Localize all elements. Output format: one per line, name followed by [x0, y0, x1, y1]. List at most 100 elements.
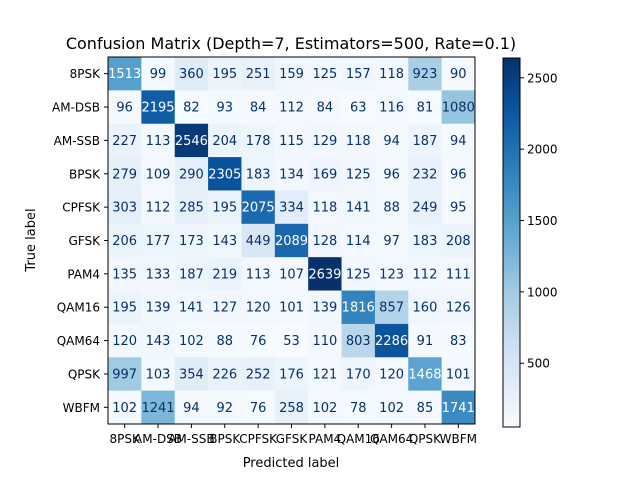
cell-value-label: 110 [312, 334, 337, 349]
heatmap-cell [441, 257, 476, 291]
heatmap-cell [441, 57, 476, 91]
cell-value-label: 63 [350, 101, 367, 116]
cell-value-label: 121 [312, 367, 337, 382]
heatmap-cell [374, 257, 409, 291]
cell-value-label: 170 [346, 367, 371, 382]
cell-value-label: 94 [183, 401, 200, 416]
heatmap-cell [341, 190, 376, 225]
heatmap-cell [241, 90, 276, 125]
cell-value-label: 157 [346, 67, 371, 82]
cell-value-label: 173 [179, 234, 204, 249]
heatmap-cell [274, 257, 309, 291]
cell-value-label: 88 [216, 334, 233, 349]
heatmap-cell [308, 223, 342, 258]
cell-value-label: 93 [216, 101, 233, 116]
heatmap-cell [441, 323, 476, 358]
cell-value-label: 84 [317, 101, 334, 116]
heatmap-cell [141, 357, 176, 391]
cell-value-label: 128 [312, 234, 337, 249]
cell-value-label: 187 [179, 267, 204, 282]
colorbar-tick-label: 2500 [527, 71, 558, 85]
cell-value-label: 334 [279, 201, 304, 216]
cell-value-label: 251 [246, 67, 271, 82]
cell-value-label: 125 [312, 67, 337, 82]
cell-value-label: 249 [413, 201, 438, 216]
heatmap-cell [441, 290, 476, 325]
x-tick-label: PAM4 [309, 432, 342, 446]
heatmap-cell [274, 323, 309, 358]
heatmap-cell [341, 357, 376, 391]
heatmap-cell [441, 90, 476, 125]
heatmap-cell [108, 90, 142, 125]
cell-value-label: 195 [212, 67, 237, 82]
heatmap-cell [174, 390, 209, 425]
cell-value-label: 113 [246, 267, 271, 282]
heatmap-cell [408, 323, 442, 358]
heatmap-cell [141, 257, 176, 291]
x-tick-label: QAM16 [337, 432, 380, 446]
heatmap-cell [374, 290, 409, 325]
cell-value-label: 99 [150, 67, 167, 82]
cell-value-label: 115 [279, 134, 304, 149]
heatmap-cell [174, 157, 209, 191]
heatmap-cell [141, 290, 176, 325]
cell-value-label: 112 [146, 201, 171, 216]
cell-value-label: 127 [212, 301, 237, 316]
cell-value-label: 125 [346, 167, 371, 182]
heatmap-cell [241, 57, 276, 91]
cell-value-label: 92 [216, 401, 233, 416]
cell-value-label: 96 [383, 167, 400, 182]
cell-value-label: 109 [146, 167, 171, 182]
x-tick-label: QPSK [409, 432, 442, 446]
cell-value-label: 143 [146, 334, 171, 349]
cell-value-label: 159 [279, 67, 304, 82]
heatmap-cell [408, 390, 442, 425]
cell-value-label: 1741 [442, 401, 475, 416]
heatmap-cell [374, 57, 409, 91]
heatmap-cell [341, 390, 376, 425]
colorbar-tick-label: 2000 [527, 143, 558, 157]
heatmap-cell [241, 390, 276, 425]
x-tick-label: CPFSK [239, 432, 278, 446]
heatmap-cell [274, 357, 309, 391]
heatmap-cell [141, 123, 176, 158]
cell-value-label: 176 [279, 367, 304, 382]
heatmap-cell [241, 357, 276, 391]
heatmap-cell [374, 223, 409, 258]
heatmap-cell [308, 290, 342, 325]
cell-value-label: 76 [250, 334, 267, 349]
heatmap-cell [374, 323, 409, 358]
heatmap-cell [241, 157, 276, 191]
cell-value-label: 103 [146, 367, 171, 382]
heatmap-cell [308, 57, 342, 91]
cell-value-label: 206 [112, 234, 137, 249]
heatmap-cell-labels: 1513 99 360 195 251 159 125 157 118 923 90 96 2195 82… [108, 67, 475, 416]
cell-value-label: 2075 [242, 201, 275, 216]
cell-value-label: 102 [312, 401, 337, 416]
cell-value-label: 1241 [141, 401, 174, 416]
y-tick-label: QAM16 [57, 301, 100, 315]
heatmap-cell [308, 157, 342, 191]
heatmap-cell [374, 123, 409, 158]
cell-value-label: 1513 [108, 67, 141, 82]
heatmap-cell [408, 290, 442, 325]
cell-value-label: 120 [246, 301, 271, 316]
heatmap-cell [274, 390, 309, 425]
cell-value-label: 120 [379, 367, 404, 382]
heatmap-cell [241, 290, 276, 325]
x-tick-label: AM-SSB [168, 432, 214, 446]
x-tick-label: 8PSK [110, 432, 141, 446]
heatmap-cell [208, 223, 242, 258]
cell-value-label: 111 [446, 267, 471, 282]
heatmap-cell [274, 90, 309, 125]
cell-value-label: 360 [179, 67, 204, 82]
heatmap-cell [441, 390, 476, 425]
cell-value-label: 997 [112, 367, 137, 382]
y-tick-label: QPSK [68, 367, 101, 381]
cell-value-label: 102 [112, 401, 137, 416]
heatmap-cell [308, 123, 342, 158]
heatmap-cell [408, 257, 442, 291]
heatmap-cell [174, 257, 209, 291]
heatmap-cell [108, 357, 142, 391]
heatmap-cell [274, 223, 309, 258]
